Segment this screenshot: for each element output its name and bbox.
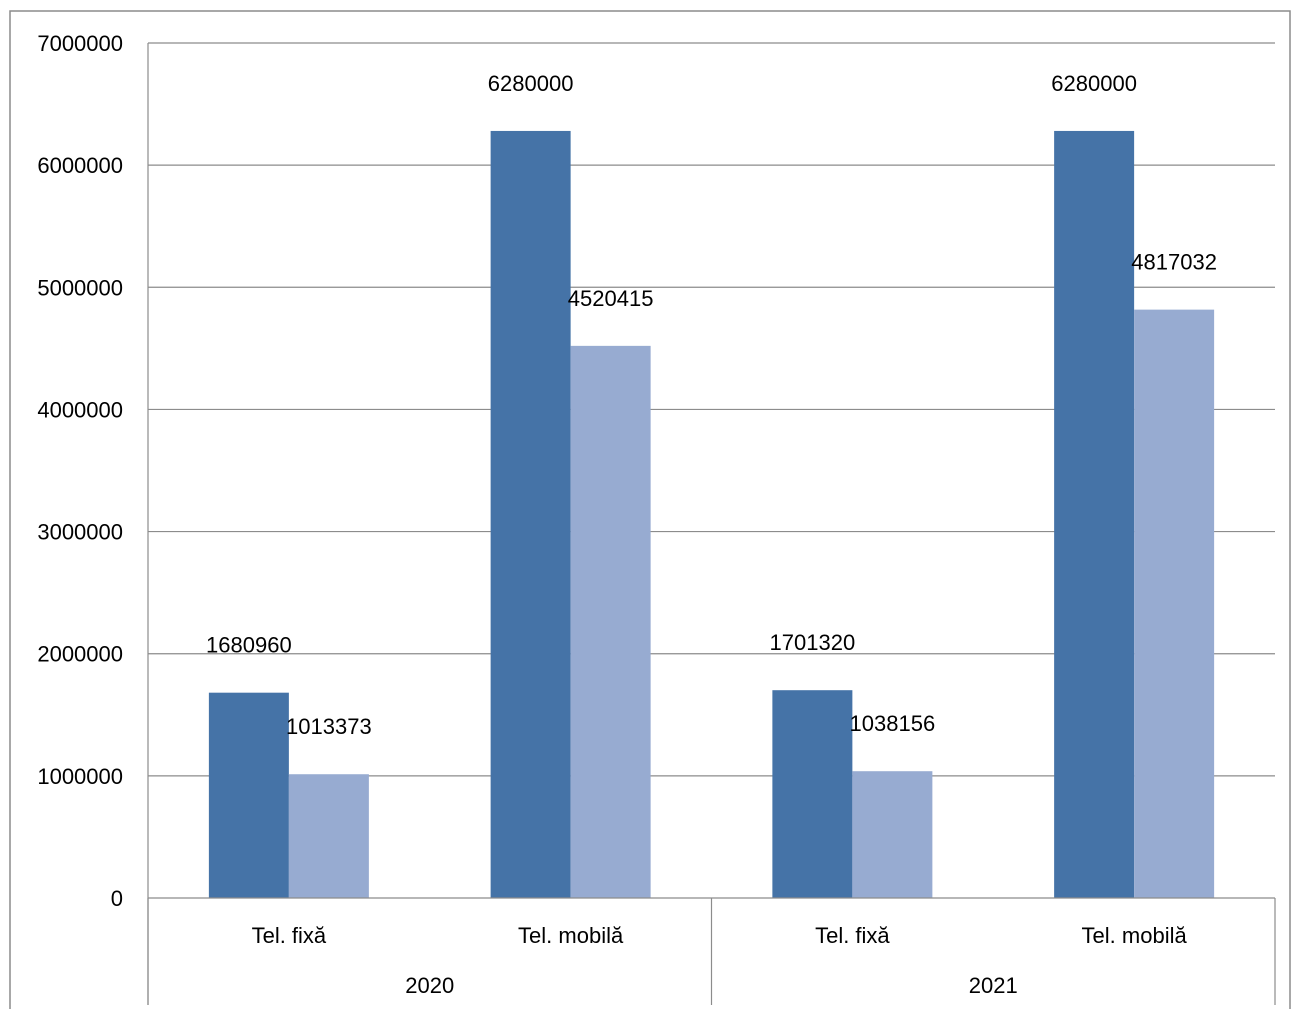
y-tick-label: 4000000 <box>37 397 123 422</box>
y-tick-label: 5000000 <box>37 275 123 300</box>
bar <box>490 130 571 898</box>
data-label: 4520415 <box>568 286 654 311</box>
x-tick-label: Tel. fixă <box>815 923 890 948</box>
bar <box>1134 309 1215 899</box>
data-label: 1701320 <box>770 630 856 655</box>
bar <box>1054 130 1135 898</box>
group-label: 2020 <box>405 973 454 998</box>
y-tick-label: 7000000 <box>37 31 123 56</box>
x-tick-label: Tel. mobilă <box>1082 923 1188 948</box>
x-tick-label: Tel. mobilă <box>518 923 624 948</box>
axes <box>147 43 1276 1005</box>
data-label: 1038156 <box>850 711 936 736</box>
data-label: 1013373 <box>286 714 372 739</box>
data-label: 6280000 <box>488 71 574 96</box>
y-tick-label: 3000000 <box>37 520 123 545</box>
data-label: 1680960 <box>206 633 292 658</box>
bar <box>570 345 651 898</box>
y-tick-label: 0 <box>111 886 123 911</box>
group-label: 2021 <box>969 973 1018 998</box>
y-tick-label: 1000000 <box>37 764 123 789</box>
y-tick-label: 6000000 <box>37 153 123 178</box>
bar <box>852 771 933 898</box>
x-tick-label: Tel. fixă <box>252 923 327 948</box>
data-label: 4817032 <box>1131 250 1217 275</box>
bar <box>208 692 289 898</box>
bar <box>288 774 369 898</box>
bars <box>208 130 1215 899</box>
data-label: 6280000 <box>1051 71 1137 96</box>
bar <box>772 690 853 898</box>
labels: 0 1000000 2000000 3000000 4000000 5000000 6000… <box>37 31 1217 998</box>
y-tick-label: 2000000 <box>37 642 123 667</box>
